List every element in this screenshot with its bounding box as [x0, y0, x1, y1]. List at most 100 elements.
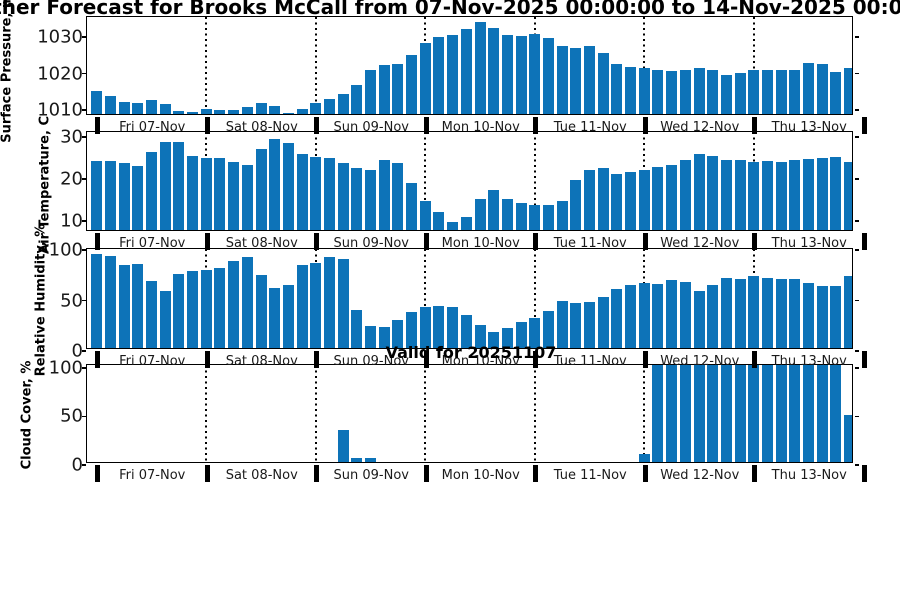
- bar: [365, 458, 377, 463]
- pressure-plot: [86, 16, 854, 116]
- bar: [351, 85, 363, 115]
- bar: [830, 156, 842, 231]
- bar: [269, 139, 281, 231]
- day-label: Wed 12-Nov: [660, 236, 740, 251]
- day-label: Sat 08-Nov: [225, 236, 298, 251]
- left-axis-tick: [82, 350, 87, 352]
- bar: [419, 42, 431, 115]
- bar: [748, 69, 760, 115]
- day-boundary-tick: [95, 351, 100, 368]
- temperature-plot: [86, 131, 854, 232]
- day-label: Tue 11-Nov: [553, 354, 627, 369]
- bar: [406, 55, 418, 115]
- day-label: Mon 10-Nov: [441, 354, 520, 369]
- bar: [584, 301, 596, 349]
- day-label: Sun 09-Nov: [333, 120, 409, 135]
- bar: [679, 70, 691, 115]
- bar: [337, 162, 349, 231]
- bar: [296, 154, 308, 231]
- y-tick-label: 10: [60, 210, 83, 232]
- bar: [611, 288, 623, 349]
- day-boundary-tick: [642, 351, 648, 368]
- bar: [214, 109, 226, 115]
- bar: [241, 165, 253, 231]
- day-label: Fri 07-Nov: [119, 236, 186, 251]
- bar: [761, 69, 773, 115]
- y-tick-label: 1030: [37, 26, 83, 48]
- day-label: Mon 10-Nov: [441, 468, 520, 483]
- day-boundary-gridline: [205, 17, 208, 115]
- bar: [255, 102, 267, 115]
- bar: [104, 96, 116, 115]
- bar: [365, 326, 377, 349]
- bar: [146, 280, 158, 349]
- bar: [228, 261, 240, 349]
- bar: [597, 296, 609, 349]
- bar: [310, 102, 322, 115]
- bar: [734, 365, 746, 463]
- bar: [775, 365, 787, 463]
- day-boundary-tick: [204, 117, 210, 134]
- bar: [118, 101, 130, 115]
- bar: [419, 201, 431, 231]
- bar: [392, 320, 404, 349]
- bar: [228, 161, 240, 231]
- day-label: Fri 07-Nov: [119, 468, 186, 483]
- bar: [337, 94, 349, 115]
- bar: [638, 68, 650, 115]
- bar: [748, 161, 760, 231]
- bar: [173, 111, 185, 115]
- day-boundary-gridline: [643, 17, 646, 115]
- day-boundary-tick: [861, 233, 867, 250]
- bar: [200, 269, 212, 349]
- valid-annotation: Valid for 20251107: [385, 343, 557, 362]
- day-label: Sat 08-Nov: [225, 468, 298, 483]
- bar: [132, 264, 144, 349]
- bar: [378, 159, 390, 231]
- bar: [255, 149, 267, 231]
- bar: [406, 182, 418, 231]
- right-axis-tick: [855, 36, 859, 38]
- day-label: Mon 10-Nov: [441, 236, 520, 251]
- bar: [529, 318, 541, 349]
- bar: [844, 67, 853, 115]
- bar: [693, 154, 705, 231]
- y-tick-label: 50: [60, 405, 83, 427]
- bar: [542, 205, 554, 231]
- bar: [734, 159, 746, 231]
- bar: [159, 290, 171, 349]
- bar: [515, 203, 527, 231]
- bar: [378, 65, 390, 115]
- bar: [241, 107, 253, 115]
- temperature-plot-area: [87, 132, 853, 231]
- bar: [638, 453, 650, 463]
- day-boundary-tick: [642, 465, 648, 482]
- day-boundary-gridline: [314, 365, 317, 463]
- bar: [720, 160, 732, 231]
- right-axis-tick: [855, 299, 859, 302]
- day-label: Sun 09-Nov: [333, 354, 409, 369]
- bar: [625, 171, 637, 231]
- left-axis-tick: [82, 220, 87, 222]
- bar: [323, 158, 335, 231]
- bar: [679, 160, 691, 231]
- bar: [104, 256, 116, 349]
- bar: [460, 216, 472, 231]
- bar: [529, 204, 541, 231]
- bar: [310, 156, 322, 231]
- bar: [816, 157, 828, 231]
- right-axis-tick: [855, 109, 859, 111]
- bar: [501, 198, 513, 231]
- bar: [146, 151, 158, 231]
- bar: [187, 155, 199, 231]
- bar: [830, 71, 842, 115]
- humidity-plot: [86, 248, 854, 350]
- day-boundary-tick: [752, 233, 757, 250]
- bar: [761, 277, 773, 349]
- y-tick-label: 50: [60, 290, 83, 311]
- bar: [433, 305, 445, 349]
- bar: [241, 257, 253, 349]
- bar: [118, 265, 130, 349]
- bar: [392, 163, 404, 231]
- bar: [214, 158, 226, 231]
